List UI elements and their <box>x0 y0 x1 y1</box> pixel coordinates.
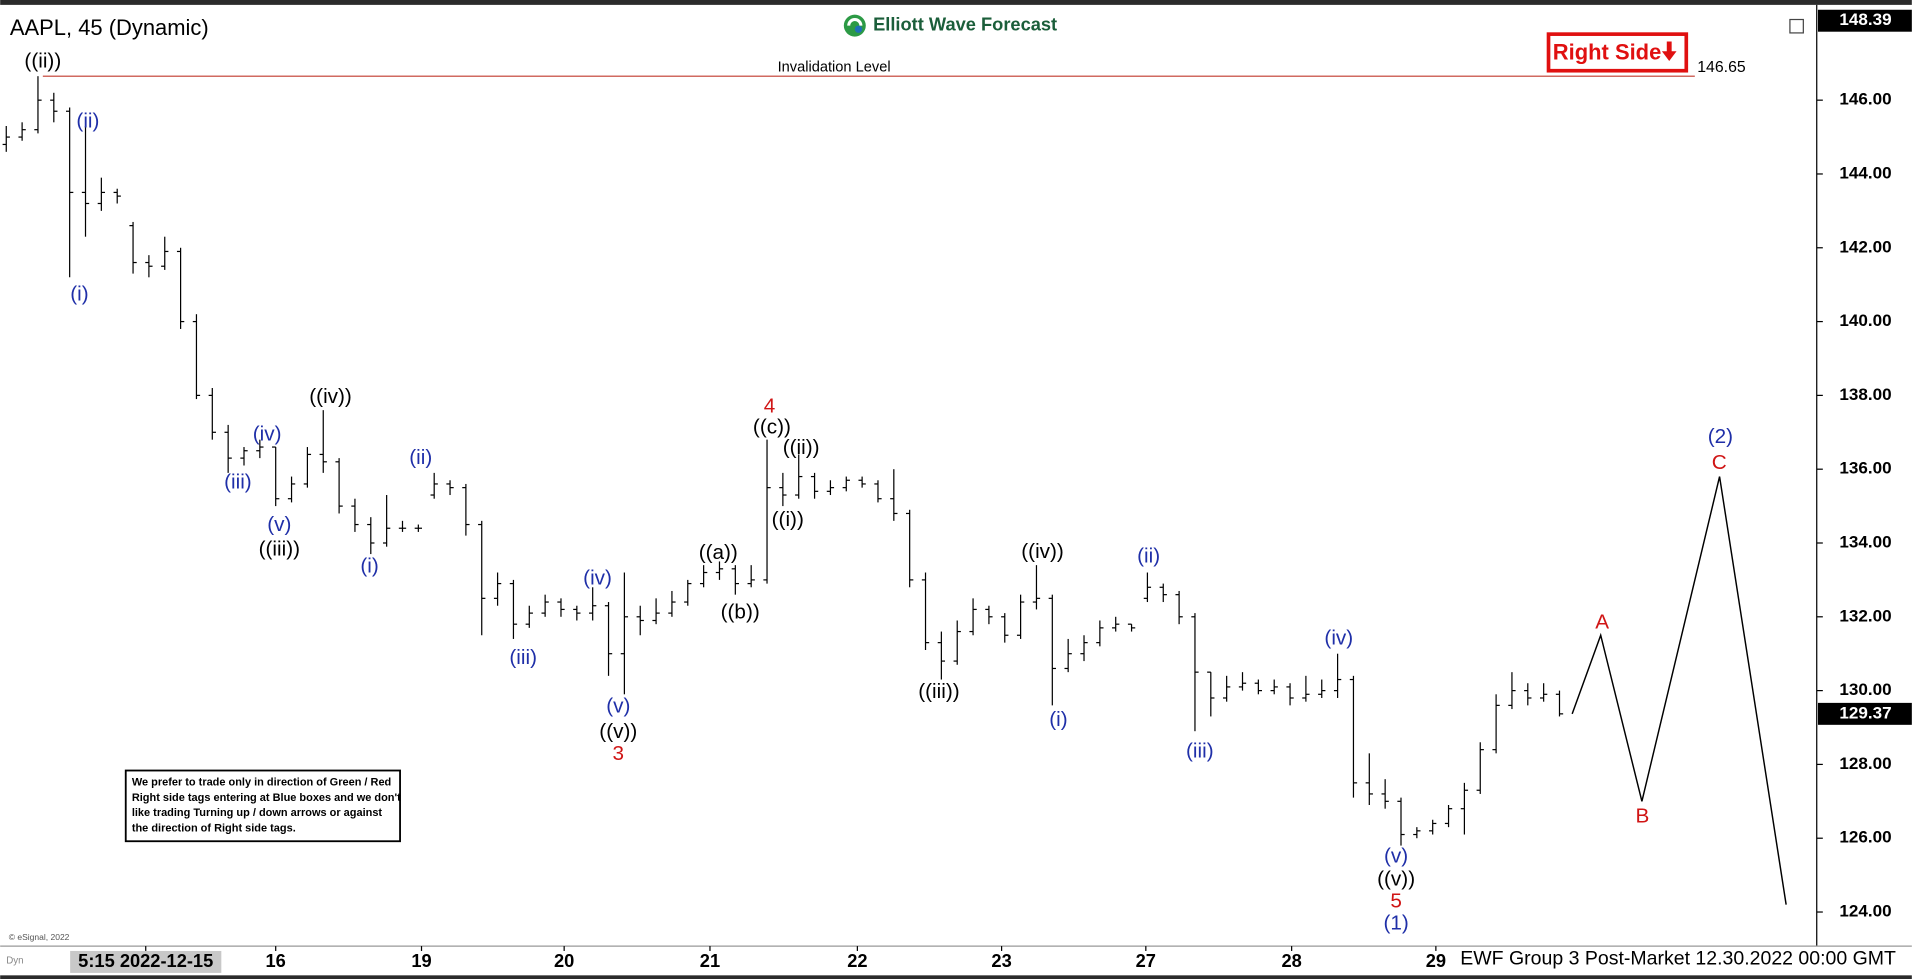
top-border <box>0 0 1912 5</box>
price-marker-label: 148.39 <box>1839 10 1891 29</box>
x-tick-label: 27 <box>1136 950 1156 971</box>
window-button[interactable] <box>1789 18 1804 34</box>
wave-label: ((iii)) <box>259 537 300 560</box>
wave-label: ((a)) <box>699 541 738 564</box>
footer: EWF Group 3 Post-Market 12.30.2022 00:00… <box>1460 948 1896 970</box>
y-tick-label: 138.00 <box>1839 385 1891 404</box>
price-marker-box <box>1817 9 1912 32</box>
y-tick-label: 130.00 <box>1839 680 1891 699</box>
note-line: the direction of Right side tags. <box>132 822 296 834</box>
x-tick-label: 19 <box>411 950 431 971</box>
wave-label: ((iv)) <box>309 385 352 408</box>
wave-label: (iv) <box>583 567 612 590</box>
x-tick-label: 20 <box>554 950 574 971</box>
wave-label: (ii) <box>1137 545 1160 568</box>
wave-label: C <box>1712 451 1727 474</box>
x-tick-label-bg <box>70 950 222 973</box>
wave-label: (1) <box>1383 912 1408 935</box>
wave-label: ((ii)) <box>783 436 820 459</box>
wave-label: ((v)) <box>1377 868 1415 891</box>
note-box <box>124 769 401 843</box>
wave-label: ((i)) <box>772 508 804 531</box>
price-bars <box>2 76 1564 846</box>
logo-icon <box>843 14 866 37</box>
wave-label: 3 <box>613 742 625 765</box>
y-tick-label: 132.00 <box>1839 606 1891 625</box>
x-tick-label: 22 <box>847 950 867 971</box>
x-tick-label: 5:15 2022-12-15 <box>78 950 213 971</box>
wave-label: (v) <box>267 513 291 536</box>
wave-label: ((ii)) <box>24 50 61 73</box>
x-tick-label: 28 <box>1281 950 1301 971</box>
note-line: like trading Turning up / down arrows or… <box>132 807 383 819</box>
wave-label: ((v)) <box>599 720 637 743</box>
note-frame <box>124 769 401 843</box>
corner-label: Dyn <box>6 955 23 966</box>
y-tick-label: 136.00 <box>1839 459 1891 478</box>
y-tick-label: 124.00 <box>1839 902 1891 921</box>
wave-label: B <box>1635 804 1649 827</box>
x-tick-label: 21 <box>700 950 720 971</box>
invalidation-value: 146.65 <box>1697 59 1746 76</box>
wave-label: (iii) <box>1186 740 1214 763</box>
wave-label: (iii) <box>224 470 252 493</box>
wave-label: ((c)) <box>753 415 791 438</box>
brand-name: Elliott Wave Forecast <box>873 13 1057 34</box>
wave-label: (ii) <box>76 109 99 132</box>
wave-label: (v) <box>606 695 630 718</box>
wave-label: A <box>1595 610 1609 633</box>
wave-label: 4 <box>764 395 776 418</box>
wave-label: (ii) <box>409 446 432 469</box>
wave-label: ((b)) <box>721 601 760 624</box>
invalidation-label: Invalidation Level <box>778 60 891 76</box>
brand-logo: Elliott Wave Forecast <box>843 13 1057 37</box>
wave-label: (iv) <box>253 423 282 446</box>
tag-arrow <box>1661 41 1677 61</box>
y-tick-label: 128.00 <box>1839 754 1891 773</box>
y-tick-label: 146.00 <box>1839 90 1891 109</box>
wave-label: (iii) <box>509 646 537 669</box>
price-marker-label: 129.37 <box>1839 703 1891 722</box>
projection-path <box>1571 476 1787 905</box>
logo-dot <box>854 25 863 33</box>
note-line: We prefer to trade only in direction of … <box>132 777 391 789</box>
y-tick-label: 126.00 <box>1839 828 1891 847</box>
right-side-tag: Right Side <box>1546 32 1689 73</box>
price-marker-box <box>1817 702 1912 725</box>
wave-label: (iv) <box>1324 626 1353 649</box>
wave-label: (v) <box>1384 845 1408 868</box>
wave-label: ((iv)) <box>1021 540 1064 563</box>
bottom-border <box>0 975 1912 979</box>
chart-title: AAPL, 45 (Dynamic) <box>10 15 209 40</box>
copyright: © eSignal, 2022 <box>9 932 70 942</box>
x-tick-label: 29 <box>1426 950 1446 971</box>
y-tick-label: 140.00 <box>1839 311 1891 330</box>
wave-label: (i) <box>1049 708 1067 731</box>
x-tick-label: 16 <box>266 950 286 971</box>
y-tick-label: 134.00 <box>1839 532 1891 551</box>
wave-label: (i) <box>70 283 88 306</box>
wave-label: 5 <box>1390 890 1402 913</box>
wave-label: (i) <box>360 554 378 577</box>
note-line: Right side tags entering at Blue boxes a… <box>132 792 401 804</box>
tag-text: Right Side <box>1553 39 1661 64</box>
y-tick-label: 142.00 <box>1839 237 1891 256</box>
wave-label: ((iii)) <box>918 680 959 703</box>
logo-swoosh <box>847 18 863 26</box>
y-tick-label: 144.00 <box>1839 163 1891 182</box>
x-tick-label: 23 <box>991 950 1011 971</box>
wave-label: (2) <box>1708 425 1733 448</box>
